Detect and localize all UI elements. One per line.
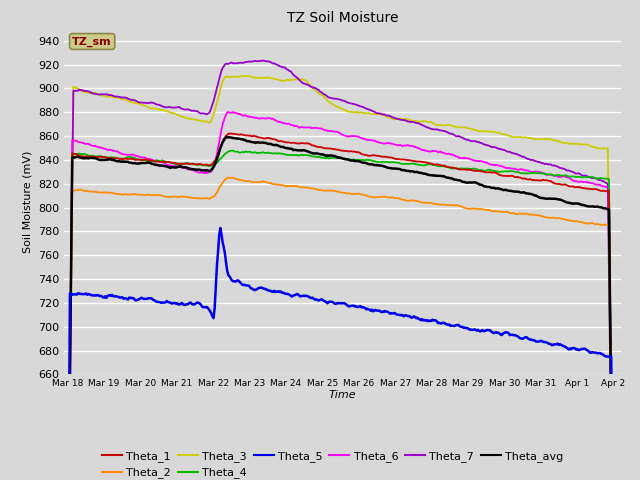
Title: TZ Soil Moisture: TZ Soil Moisture (287, 11, 398, 25)
Y-axis label: Soil Moisture (mV): Soil Moisture (mV) (22, 150, 33, 253)
Text: TZ_sm: TZ_sm (72, 36, 112, 47)
X-axis label: Time: Time (328, 390, 356, 400)
Legend: Theta_1, Theta_2, Theta_3, Theta_4, Theta_5, Theta_6, Theta_7, Theta_avg: Theta_1, Theta_2, Theta_3, Theta_4, Thet… (97, 446, 568, 480)
